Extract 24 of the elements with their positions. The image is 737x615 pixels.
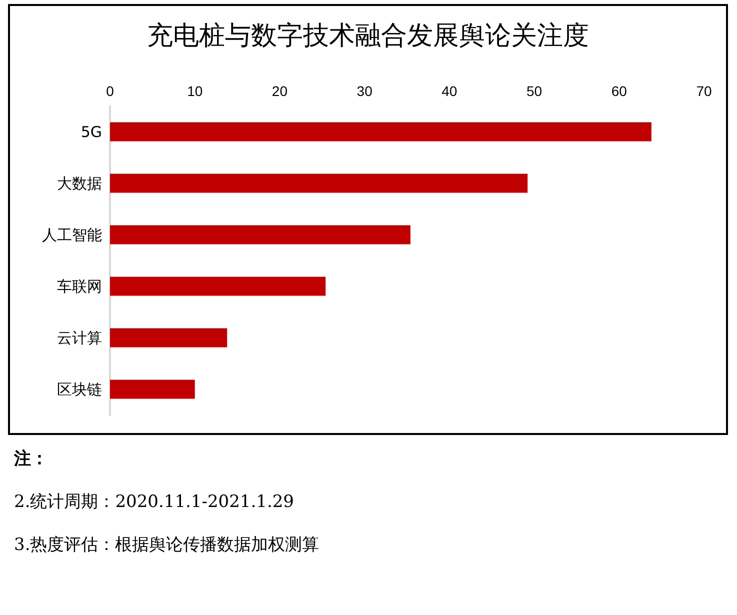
bar xyxy=(110,122,652,142)
bar xyxy=(110,174,528,193)
x-tick-label: 70 xyxy=(696,83,712,99)
x-tick-label: 10 xyxy=(187,83,203,99)
x-tick-label: 50 xyxy=(526,83,542,99)
x-tick-label: 0 xyxy=(106,83,114,99)
bar xyxy=(110,276,326,296)
text: 注： xyxy=(14,448,49,470)
x-tick-label: 30 xyxy=(356,83,373,99)
bar xyxy=(110,380,195,399)
chart-title: 充电桩与数字技术融合发展舆论关注度 xyxy=(147,21,589,51)
text: 2.统计周期：2020.11.1-2021.1.29 xyxy=(14,491,296,513)
bar xyxy=(110,225,410,244)
y-tick-label: 云计算 xyxy=(57,328,102,347)
x-tick-label: 20 xyxy=(272,83,288,99)
y-tick-label: 5G xyxy=(80,122,102,141)
y-tick-label: 大数据 xyxy=(57,174,102,192)
y-tick-label: 车联网 xyxy=(57,277,102,296)
y-tick-label: 区块链 xyxy=(57,380,102,398)
bar xyxy=(110,328,228,348)
text: 3.热度评估：根据舆论传播数据加权测算 xyxy=(14,534,320,556)
x-tick-label: 40 xyxy=(442,83,458,99)
y-tick-label: 人工智能 xyxy=(42,226,102,244)
x-tick-label: 60 xyxy=(611,83,628,99)
